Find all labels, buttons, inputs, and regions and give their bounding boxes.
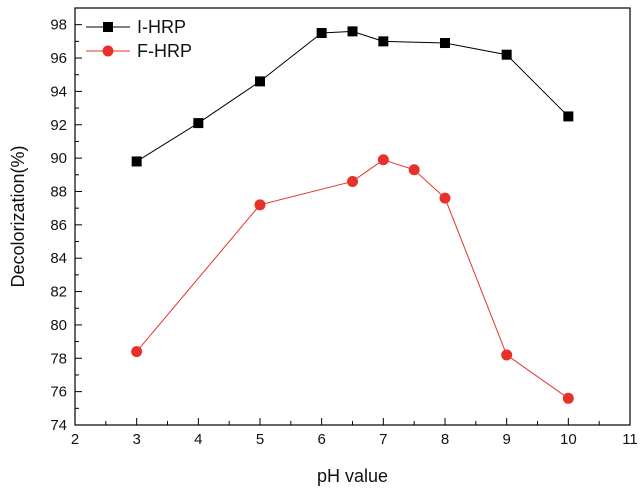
plot-frame bbox=[74, 7, 631, 426]
point-i-hrp bbox=[440, 38, 450, 49]
y-tick-label: 86 bbox=[50, 217, 67, 234]
legend-item-f-hrp: F-HRP bbox=[86, 41, 192, 61]
x-tick-label: 11 bbox=[622, 431, 638, 448]
point-f-hrp bbox=[131, 346, 143, 358]
x-tick-label: 7 bbox=[379, 431, 387, 448]
point-i-hrp bbox=[255, 76, 265, 87]
point-i-hrp bbox=[131, 156, 142, 167]
point-f-hrp bbox=[501, 349, 513, 361]
y-tick-label: 80 bbox=[50, 317, 67, 334]
y-axis-title: Decolorization(%) bbox=[8, 145, 28, 287]
point-f-hrp bbox=[408, 164, 420, 176]
x-tick-label: 6 bbox=[317, 431, 325, 448]
point-f-hrp bbox=[439, 192, 451, 204]
legend-label-f-hrp: F-HRP bbox=[137, 41, 192, 61]
point-f-hrp bbox=[347, 175, 358, 187]
point-legend-f-hrp bbox=[102, 45, 114, 57]
x-tick-label: 9 bbox=[502, 431, 510, 448]
x-axis-title: pH value bbox=[317, 466, 388, 486]
point-i-hrp bbox=[347, 26, 358, 37]
line-f-hrp bbox=[136, 159, 569, 399]
y-tick-label: 76 bbox=[50, 384, 67, 401]
y-tick-label: 74 bbox=[50, 417, 67, 434]
point-f-hrp bbox=[562, 392, 574, 404]
y-tick-label: 84 bbox=[50, 250, 67, 267]
x-tick-label: 4 bbox=[194, 431, 202, 448]
point-i-hrp bbox=[501, 49, 512, 60]
legend: I-HRP F-HRP bbox=[86, 17, 192, 61]
y-tick-label: 96 bbox=[50, 50, 67, 67]
legend-item-i-hrp: I-HRP bbox=[86, 17, 186, 37]
y-tick-label: 78 bbox=[50, 350, 67, 367]
point-i-hrp bbox=[316, 28, 327, 39]
y-tick-label: 90 bbox=[50, 150, 67, 167]
point-f-hrp bbox=[254, 199, 266, 211]
series-f-hrp bbox=[131, 154, 574, 404]
series-i-hrp bbox=[131, 26, 574, 167]
y-tick-label: 92 bbox=[50, 117, 67, 134]
point-i-hrp bbox=[563, 111, 574, 122]
x-tick-label: 2 bbox=[71, 431, 79, 448]
x-tick-label: 5 bbox=[256, 431, 264, 448]
y-tick-label: 98 bbox=[50, 17, 67, 34]
series-layer bbox=[131, 26, 574, 404]
point-i-hrp bbox=[378, 36, 389, 47]
x-tick-label: 3 bbox=[132, 431, 140, 448]
point-f-hrp bbox=[377, 154, 389, 166]
legend-label-i-hrp: I-HRP bbox=[137, 17, 186, 37]
y-tick-label: 82 bbox=[50, 284, 67, 301]
y-tick-label: 88 bbox=[50, 183, 67, 200]
point-legend-i-hrp bbox=[103, 22, 113, 32]
x-tick-label: 10 bbox=[560, 431, 577, 448]
x-tick-label: 8 bbox=[441, 431, 449, 448]
point-i-hrp bbox=[193, 118, 204, 129]
y-tick-label: 94 bbox=[50, 83, 67, 100]
